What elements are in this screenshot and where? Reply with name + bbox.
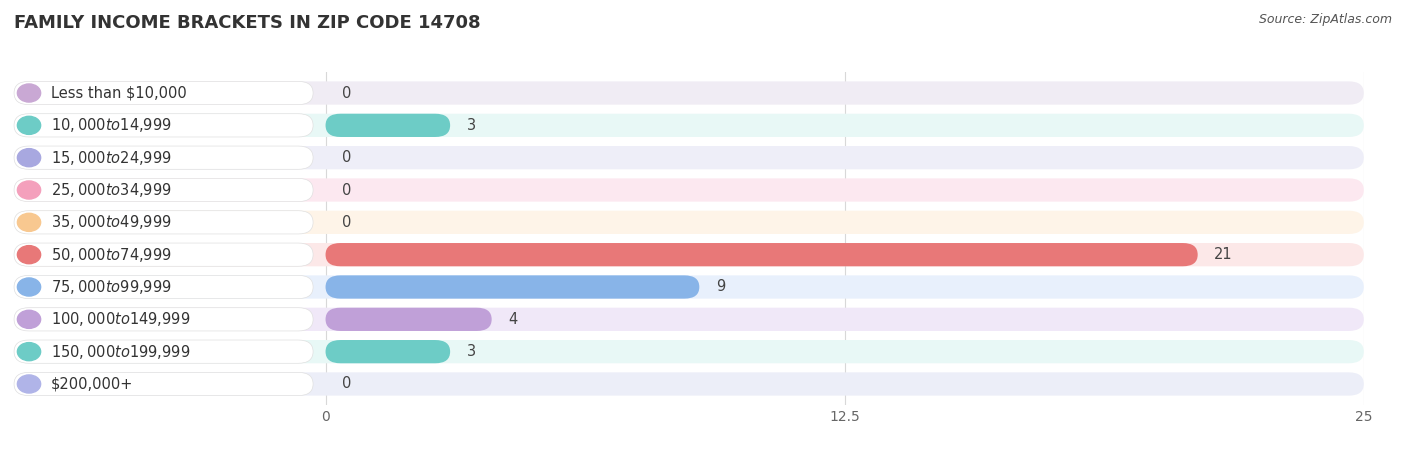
FancyBboxPatch shape — [14, 340, 1364, 363]
Circle shape — [17, 84, 41, 102]
FancyBboxPatch shape — [14, 308, 1364, 331]
FancyBboxPatch shape — [14, 275, 314, 299]
Text: $35,000 to $49,999: $35,000 to $49,999 — [51, 213, 172, 231]
Text: $10,000 to $14,999: $10,000 to $14,999 — [51, 117, 172, 135]
FancyBboxPatch shape — [14, 275, 1364, 299]
Text: 3: 3 — [467, 118, 475, 133]
Text: $15,000 to $24,999: $15,000 to $24,999 — [51, 148, 172, 166]
FancyBboxPatch shape — [326, 114, 450, 137]
FancyBboxPatch shape — [14, 243, 1364, 266]
Text: $50,000 to $74,999: $50,000 to $74,999 — [51, 246, 172, 264]
Circle shape — [17, 375, 41, 393]
FancyBboxPatch shape — [14, 211, 314, 234]
Text: $150,000 to $199,999: $150,000 to $199,999 — [51, 342, 190, 360]
Circle shape — [17, 181, 41, 199]
Circle shape — [17, 246, 41, 264]
Text: $200,000+: $200,000+ — [51, 377, 134, 392]
Text: 0: 0 — [342, 183, 352, 198]
FancyBboxPatch shape — [14, 340, 314, 363]
Text: $25,000 to $34,999: $25,000 to $34,999 — [51, 181, 172, 199]
FancyBboxPatch shape — [14, 114, 314, 137]
Circle shape — [17, 116, 41, 135]
FancyBboxPatch shape — [14, 243, 314, 266]
FancyBboxPatch shape — [326, 243, 1198, 266]
Circle shape — [17, 148, 41, 167]
Text: 0: 0 — [342, 150, 352, 165]
Text: 0: 0 — [342, 377, 352, 392]
Text: 0: 0 — [342, 215, 352, 230]
FancyBboxPatch shape — [14, 146, 1364, 169]
Text: Source: ZipAtlas.com: Source: ZipAtlas.com — [1258, 14, 1392, 27]
Text: 0: 0 — [342, 86, 352, 100]
Text: 4: 4 — [509, 312, 517, 327]
Circle shape — [17, 278, 41, 296]
FancyBboxPatch shape — [326, 275, 699, 299]
Circle shape — [17, 213, 41, 231]
FancyBboxPatch shape — [326, 340, 450, 363]
Text: $100,000 to $149,999: $100,000 to $149,999 — [51, 310, 190, 328]
FancyBboxPatch shape — [14, 372, 1364, 396]
FancyBboxPatch shape — [14, 308, 314, 331]
Text: $75,000 to $99,999: $75,000 to $99,999 — [51, 278, 172, 296]
FancyBboxPatch shape — [14, 146, 314, 169]
FancyBboxPatch shape — [14, 81, 314, 105]
FancyBboxPatch shape — [14, 114, 1364, 137]
FancyBboxPatch shape — [14, 81, 1364, 105]
Text: Less than $10,000: Less than $10,000 — [51, 86, 187, 100]
Circle shape — [17, 342, 41, 361]
Text: FAMILY INCOME BRACKETS IN ZIP CODE 14708: FAMILY INCOME BRACKETS IN ZIP CODE 14708 — [14, 14, 481, 32]
FancyBboxPatch shape — [14, 211, 1364, 234]
FancyBboxPatch shape — [326, 308, 492, 331]
Text: 21: 21 — [1215, 247, 1233, 262]
FancyBboxPatch shape — [14, 178, 1364, 202]
FancyBboxPatch shape — [14, 178, 314, 202]
Text: 3: 3 — [467, 344, 475, 359]
FancyBboxPatch shape — [14, 372, 314, 396]
Text: 9: 9 — [716, 279, 725, 294]
Circle shape — [17, 310, 41, 328]
